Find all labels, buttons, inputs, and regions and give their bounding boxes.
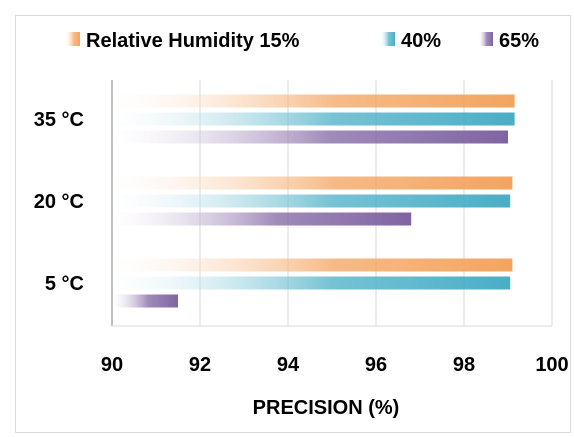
x-axis-title: PRECISION (%) — [253, 397, 400, 419]
legend-swatch-65 — [479, 32, 493, 46]
bar-40-35-c — [112, 112, 515, 126]
bar-relative-humidity-15-20-c — [112, 176, 513, 190]
x-tick-label-90: 90 — [101, 354, 123, 376]
y-tick-label-35-c: 35 °C — [34, 109, 84, 131]
bar-65-5-c — [112, 294, 178, 308]
bar-65-35-c — [112, 130, 508, 144]
y-tick-label-20-c: 20 °C — [34, 191, 84, 213]
x-tick-label-96: 96 — [365, 354, 387, 376]
bar-40-5-c — [112, 276, 511, 290]
x-tick-label-100: 100 — [535, 354, 568, 376]
x-tick-label-92: 92 — [189, 354, 211, 376]
legend-swatch-relative-humidity-15 — [66, 32, 80, 46]
legend-swatch-40 — [381, 32, 395, 46]
legend-label-relative-humidity-15: Relative Humidity 15% — [86, 30, 300, 52]
bar-relative-humidity-15-5-c — [112, 258, 513, 272]
bar-65-20-c — [112, 212, 412, 226]
legend-label-65: 65% — [499, 30, 539, 52]
x-tick-label-98: 98 — [453, 354, 475, 376]
x-tick-label-94: 94 — [277, 354, 300, 376]
legend-label-40: 40% — [401, 30, 441, 52]
bar-40-20-c — [112, 194, 511, 208]
bar-relative-humidity-15-35-c — [112, 94, 515, 108]
y-tick-label-5-c: 5 °C — [45, 273, 84, 295]
